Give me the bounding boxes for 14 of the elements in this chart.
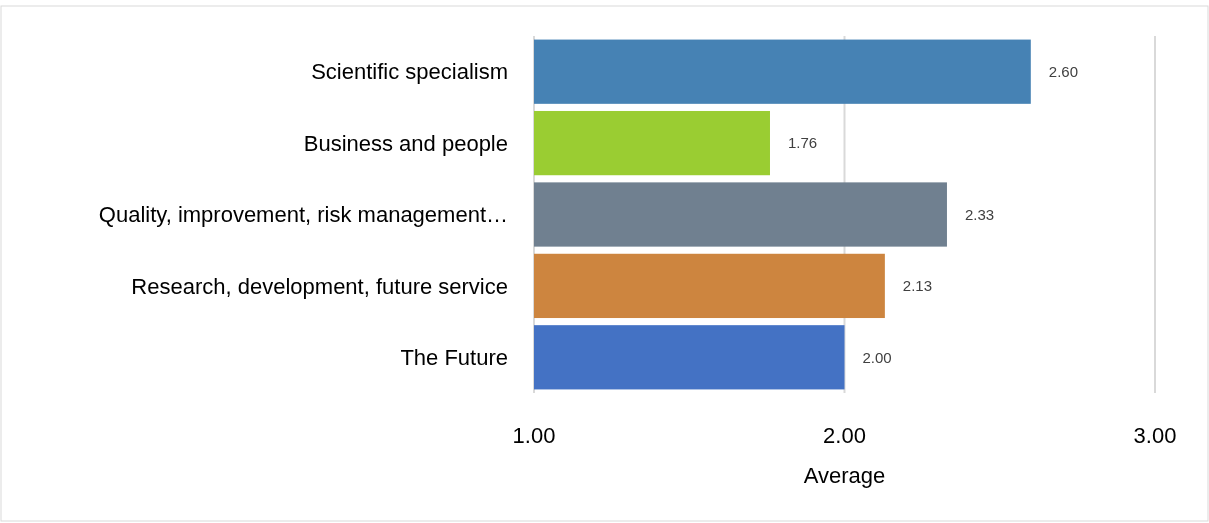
data-label: 2.13 [902,277,933,295]
x-tick-label: 3.00 [1133,422,1177,448]
y-tick-label: Scientific specialism [311,59,508,85]
y-tick-label: The Future [400,345,508,370]
y-tick-label: Business and people [303,130,508,156]
y-tick-label: Quality, improvement, risk management… [98,202,508,228]
x-tick-label: 1.00 [512,422,556,448]
x-tick-label: 2.00 [823,422,866,448]
data-label: 2.00 [862,348,892,366]
y-tick-label: Research, development, future service [131,273,508,299]
data-label: 2.33 [964,205,995,223]
data-label: 1.76 [787,134,818,152]
data-label: 2.60 [1048,62,1078,80]
x-axis-title: Average [803,462,886,488]
